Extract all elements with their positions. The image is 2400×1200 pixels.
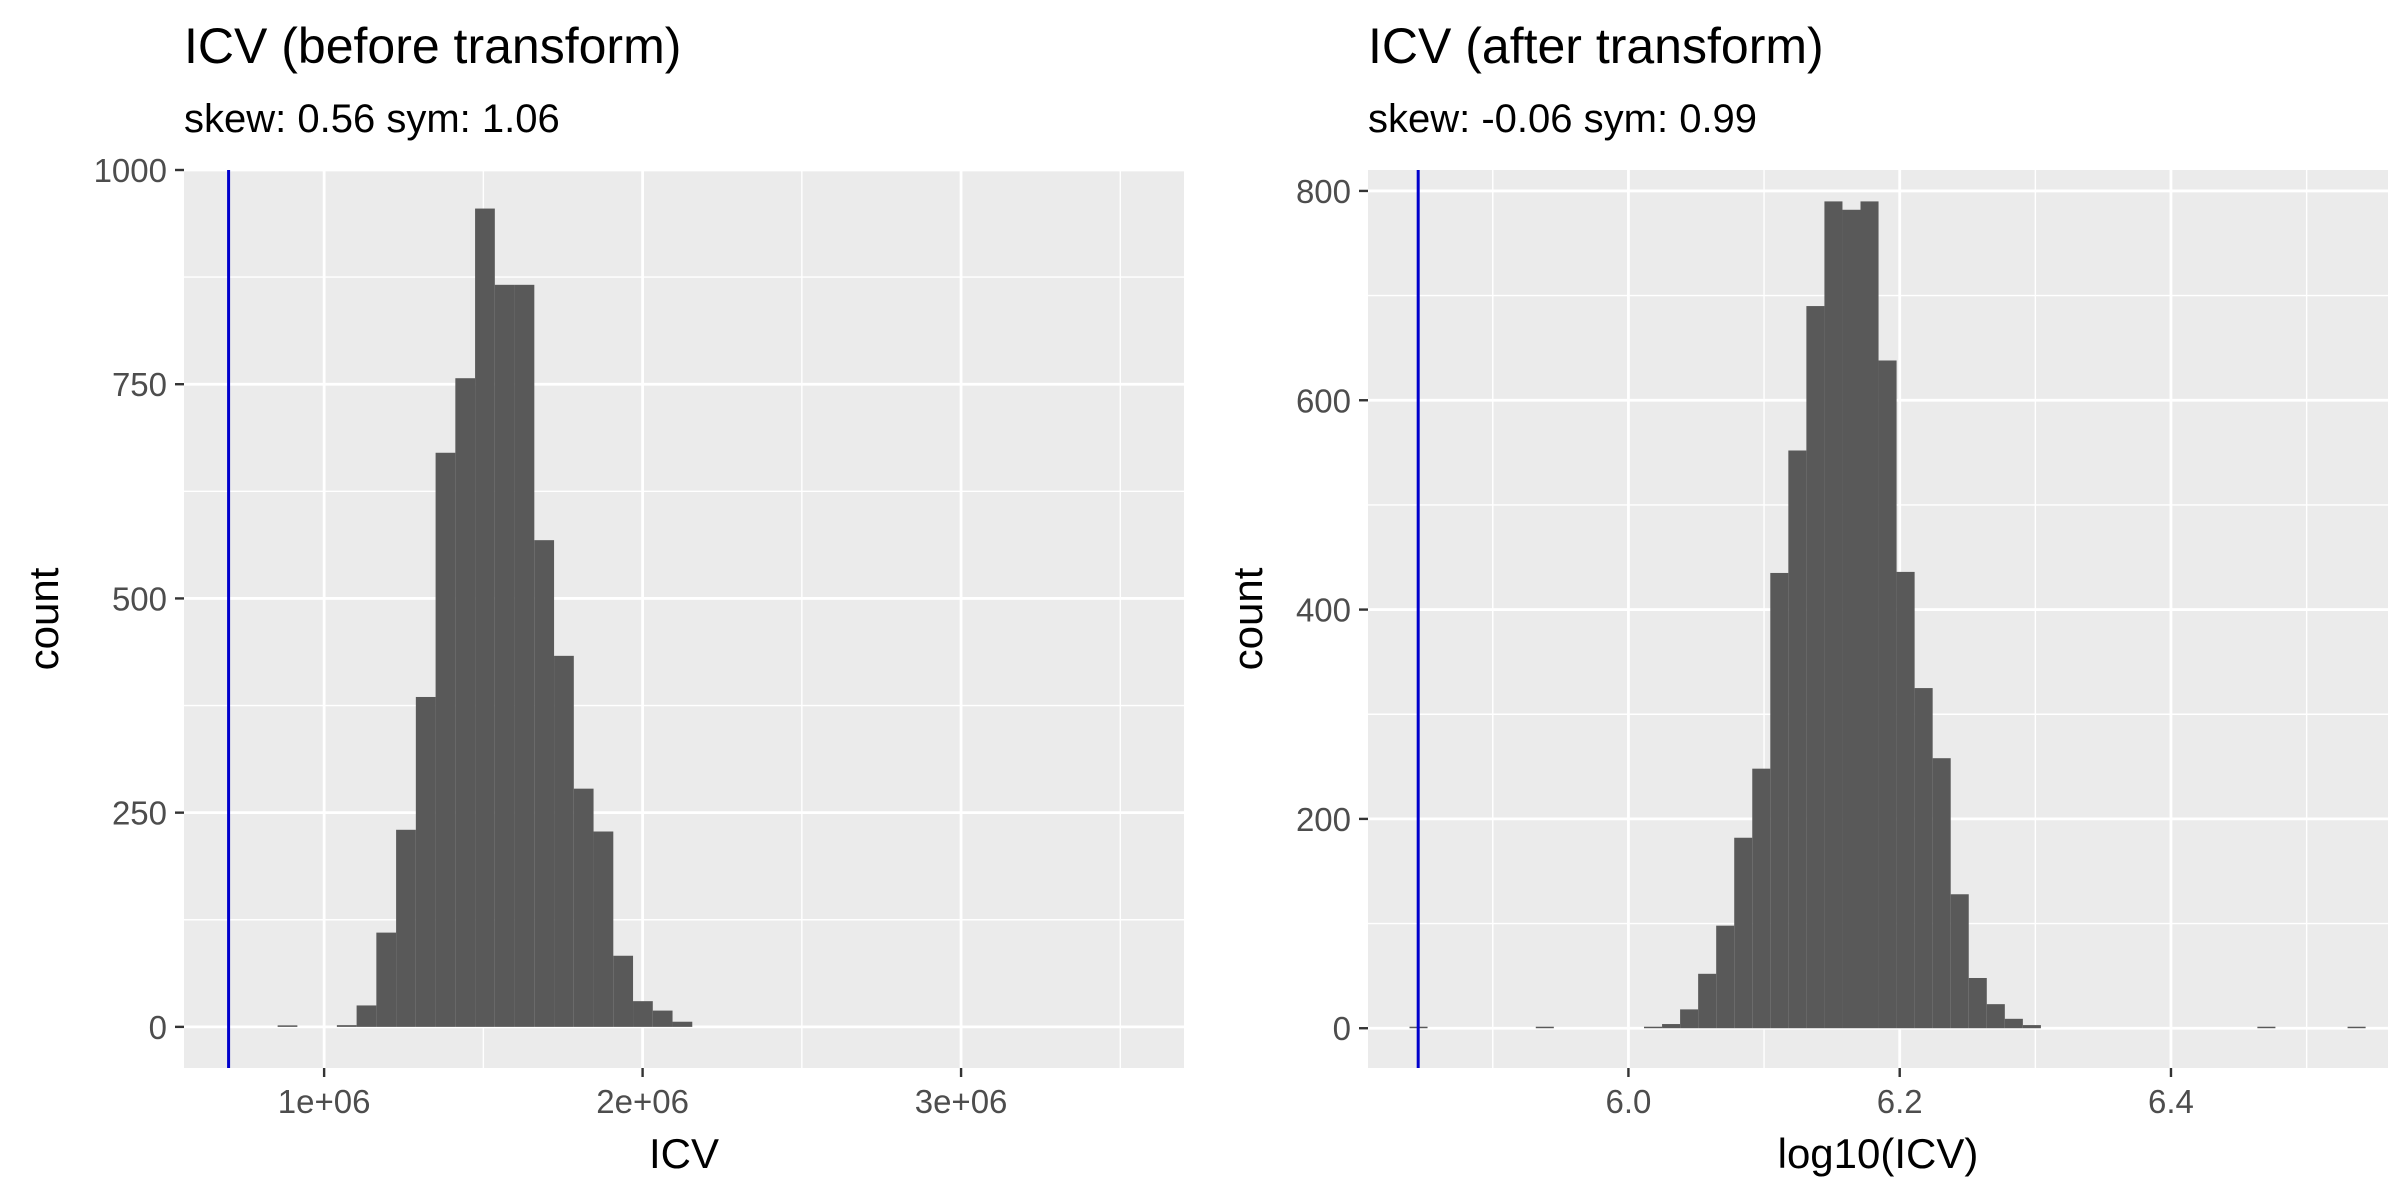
left-histogram-bar <box>573 788 594 1027</box>
right-y-tick-label: 600 <box>1296 382 1351 419</box>
left-histogram-bar <box>554 655 574 1027</box>
left-x-tick-label: 1e+06 <box>278 1083 371 1120</box>
right-y-tick-label: 800 <box>1296 173 1351 210</box>
right-histogram-bar <box>1932 758 1951 1029</box>
left-y-axis-label: count <box>20 567 67 670</box>
right-histogram-bar <box>1824 201 1843 1029</box>
right-histogram-bar <box>1950 894 1969 1029</box>
left-histogram-bar <box>336 1025 357 1027</box>
left-histogram-bar <box>652 1010 673 1027</box>
right-histogram-bar <box>1698 973 1717 1029</box>
right-y-tick-label: 0 <box>1333 1010 1351 1047</box>
left-histogram-bar <box>435 452 456 1027</box>
left-histogram-bar <box>494 284 515 1027</box>
left-histogram-bar <box>613 955 634 1027</box>
left-histogram-bar <box>672 1021 693 1027</box>
right-chart-subtitle: skew: -0.06 sym: 0.99 <box>1368 97 1757 141</box>
right-histogram-bar <box>1986 1004 2005 1029</box>
left-histogram-bar <box>534 540 555 1027</box>
right-chart: ICV (after transform) skew: -0.06 sym: 0… <box>1224 18 2388 1177</box>
right-x-tick-label: 6.4 <box>2148 1083 2194 1120</box>
right-histogram-bar <box>1680 1009 1699 1029</box>
left-y-tick-label: 250 <box>112 795 167 832</box>
right-histogram-bar <box>1644 1026 1663 1029</box>
left-y-tick-label: 1000 <box>94 152 167 189</box>
right-histogram-bar <box>1734 837 1753 1029</box>
left-histogram-bar <box>514 284 535 1027</box>
left-histogram-bars <box>277 208 693 1027</box>
right-histogram-bar <box>1806 306 1825 1029</box>
left-histogram-bar <box>356 1005 377 1027</box>
left-x-axis: 1e+06 2e+06 3e+06 <box>278 1068 1008 1120</box>
right-x-axis: 6.0 6.2 6.4 <box>1605 1068 2194 1120</box>
left-x-axis-label: ICV <box>649 1130 719 1177</box>
right-y-axis: 0 200 400 600 800 <box>1296 173 1368 1047</box>
right-histogram-bar <box>1842 209 1861 1029</box>
left-x-tick-label: 3e+06 <box>915 1083 1008 1120</box>
right-histogram-bar <box>1752 768 1771 1029</box>
right-x-axis-label: log10(ICV) <box>1778 1130 1979 1177</box>
left-chart-subtitle: skew: 0.56 sym: 1.06 <box>184 97 560 141</box>
left-chart-title: ICV (before transform) <box>184 18 681 74</box>
left-plot-panel <box>184 170 1184 1068</box>
right-histogram-bar <box>2004 1018 2023 1029</box>
left-histogram-bar <box>415 696 436 1027</box>
left-y-tick-label: 0 <box>149 1009 167 1046</box>
right-histogram-bar <box>1770 572 1789 1029</box>
right-histogram-bar <box>1896 571 1915 1029</box>
left-minor-grid <box>184 170 1184 1068</box>
right-histogram-bar <box>1788 450 1807 1029</box>
right-histogram-bar <box>2347 1026 2366 1029</box>
left-chart: ICV (before transform) skew: 0.56 sym: 1… <box>20 18 1184 1177</box>
left-x-tick-label: 2e+06 <box>596 1083 689 1120</box>
right-histogram-bar <box>1914 688 1933 1029</box>
left-histogram-bar <box>593 831 614 1027</box>
left-histogram-bar <box>396 829 416 1027</box>
right-x-tick-label: 6.2 <box>1877 1083 1923 1120</box>
right-histogram-bar <box>2257 1026 2276 1029</box>
left-histogram-bar <box>633 1001 653 1027</box>
left-y-tick-label: 750 <box>112 366 167 403</box>
right-histogram-bar <box>1662 1024 1681 1029</box>
right-histogram-bar <box>1716 925 1735 1029</box>
right-x-tick-label: 6.0 <box>1605 1083 1651 1120</box>
right-chart-title: ICV (after transform) <box>1368 18 1824 74</box>
right-y-tick-label: 200 <box>1296 801 1351 838</box>
left-histogram-bar <box>376 932 397 1027</box>
right-histogram-bar <box>1535 1026 1554 1029</box>
left-histogram-bar <box>475 208 495 1027</box>
right-histogram-bar <box>1878 360 1897 1029</box>
right-y-axis-label: count <box>1224 567 1271 670</box>
left-y-axis: 0 250 500 750 1000 <box>94 152 184 1046</box>
left-histogram-bar <box>277 1025 298 1027</box>
right-histogram-bar <box>1968 977 1987 1029</box>
right-histogram-bar <box>2022 1025 2041 1029</box>
left-histogram-bar <box>455 378 476 1027</box>
right-histogram-bars <box>1409 201 2366 1029</box>
right-histogram-bar <box>1860 201 1879 1029</box>
left-y-tick-label: 500 <box>112 580 167 617</box>
right-y-tick-label: 400 <box>1296 592 1351 629</box>
